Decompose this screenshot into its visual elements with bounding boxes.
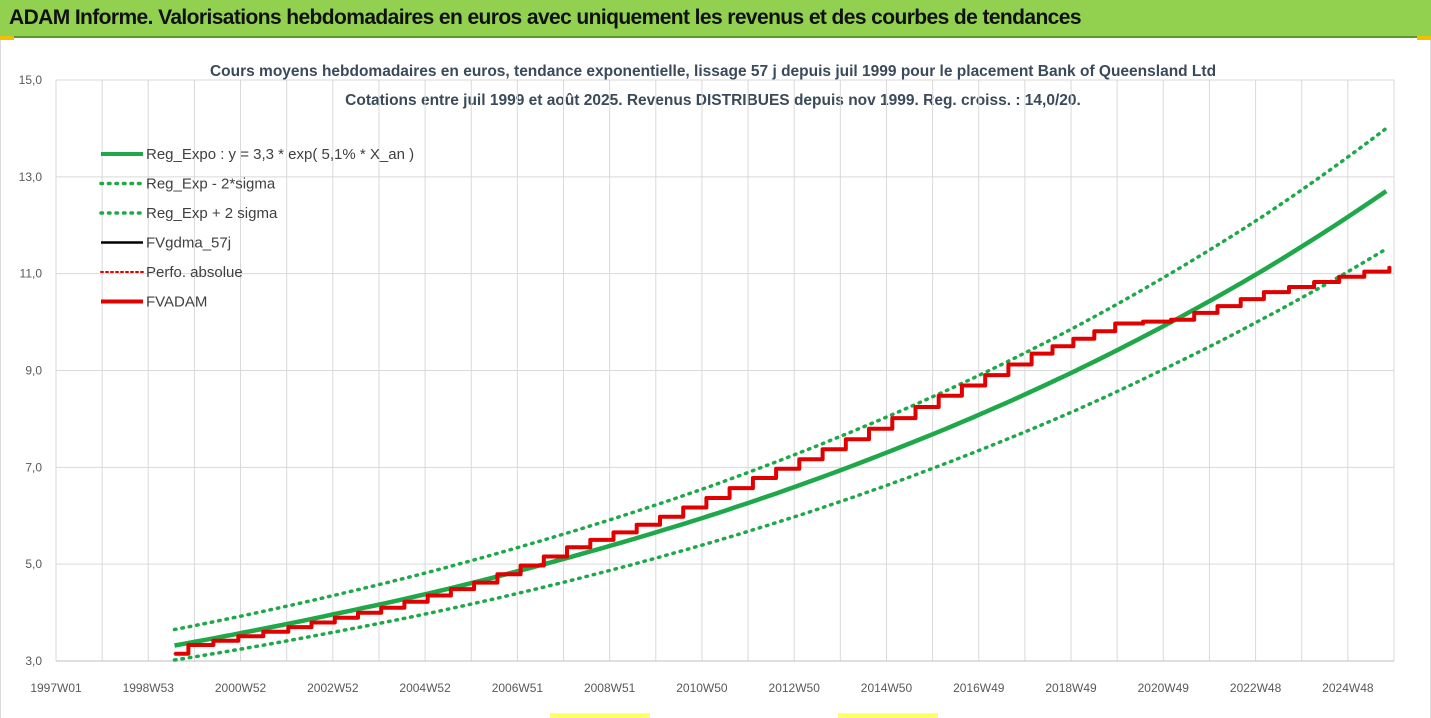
- legend-label: FVADAM: [146, 294, 207, 311]
- y-tick-label: 15,0: [19, 73, 43, 87]
- legend-label: Reg_Exp + 2 sigma: [146, 205, 278, 222]
- y-tick-label: 3,0: [25, 654, 42, 668]
- x-tick-label: 2004W52: [399, 681, 451, 695]
- x-tick-label: 2014W50: [861, 681, 913, 695]
- line-chart: Cours moyens hebdomadaires en euros, ten…: [19, 63, 1395, 695]
- legend-label: FVgdma_57j: [146, 235, 231, 252]
- report-banner: ADAM Informe. Valorisations hebdomadaire…: [0, 0, 1431, 38]
- y-tick-label: 9,0: [25, 364, 42, 378]
- corner-marker-left: [0, 36, 14, 40]
- x-tick-label: 2022W48: [1230, 681, 1282, 695]
- y-tick-label: 7,0: [25, 460, 42, 474]
- chart-title-line2: Cotations entre juil 1999 et août 2025. …: [345, 92, 1081, 109]
- legend-label: Perfo. absolue: [146, 264, 243, 281]
- x-tick-label: 1998W53: [123, 681, 175, 695]
- series-reg-exp-minus: [172, 247, 1388, 662]
- corner-marker-right: [1417, 36, 1431, 40]
- legend: Reg_Expo : y = 3,3 * exp( 5,1% * X_an ) R…: [99, 146, 414, 311]
- x-tick-label: 2018W49: [1045, 681, 1097, 695]
- x-tick-label: 2008W51: [584, 681, 636, 695]
- x-tick-label: 2020W49: [1138, 681, 1190, 695]
- x-tick-label: 1997W01: [30, 681, 82, 695]
- x-tick-label: 2016W49: [953, 681, 1005, 695]
- x-tick-label: 2010W50: [676, 681, 728, 695]
- y-tick-label: 13,0: [19, 170, 43, 184]
- series-reg-expo: [174, 189, 1388, 648]
- series-fvadam: [174, 266, 1392, 656]
- plot-series: [172, 126, 1392, 662]
- axis-ticks: 15,0 13,0 11,0 9,0 7,0 5,0 3,0 1997W01 1998W53 20…: [19, 73, 1374, 695]
- x-tick-label: 2002W52: [307, 681, 359, 695]
- legend-label: Reg_Exp - 2*sigma: [146, 176, 276, 193]
- x-tick-label: 2012W50: [769, 681, 821, 695]
- y-tick-label: 5,0: [25, 557, 42, 571]
- x-tick-label: 2024W48: [1322, 681, 1374, 695]
- sheet-tab-marker: [550, 713, 650, 718]
- legend-label: Reg_Expo : y = 3,3 * exp( 5,1% * X_an ): [146, 146, 414, 163]
- chart-area: Cours moyens hebdomadaires en euros, ten…: [0, 40, 1431, 718]
- x-tick-label: 2006W51: [492, 681, 544, 695]
- sheet-tab-marker: [838, 713, 938, 718]
- y-tick-label: 11,0: [20, 267, 43, 281]
- chart-title-line1: Cours moyens hebdomadaires en euros, ten…: [210, 63, 1216, 80]
- grid: [55, 79, 1395, 662]
- x-tick-label: 2000W52: [215, 681, 267, 695]
- series-reg-exp-plus: [172, 126, 1388, 632]
- report-title: ADAM Informe. Valorisations hebdomadaire…: [9, 6, 1082, 29]
